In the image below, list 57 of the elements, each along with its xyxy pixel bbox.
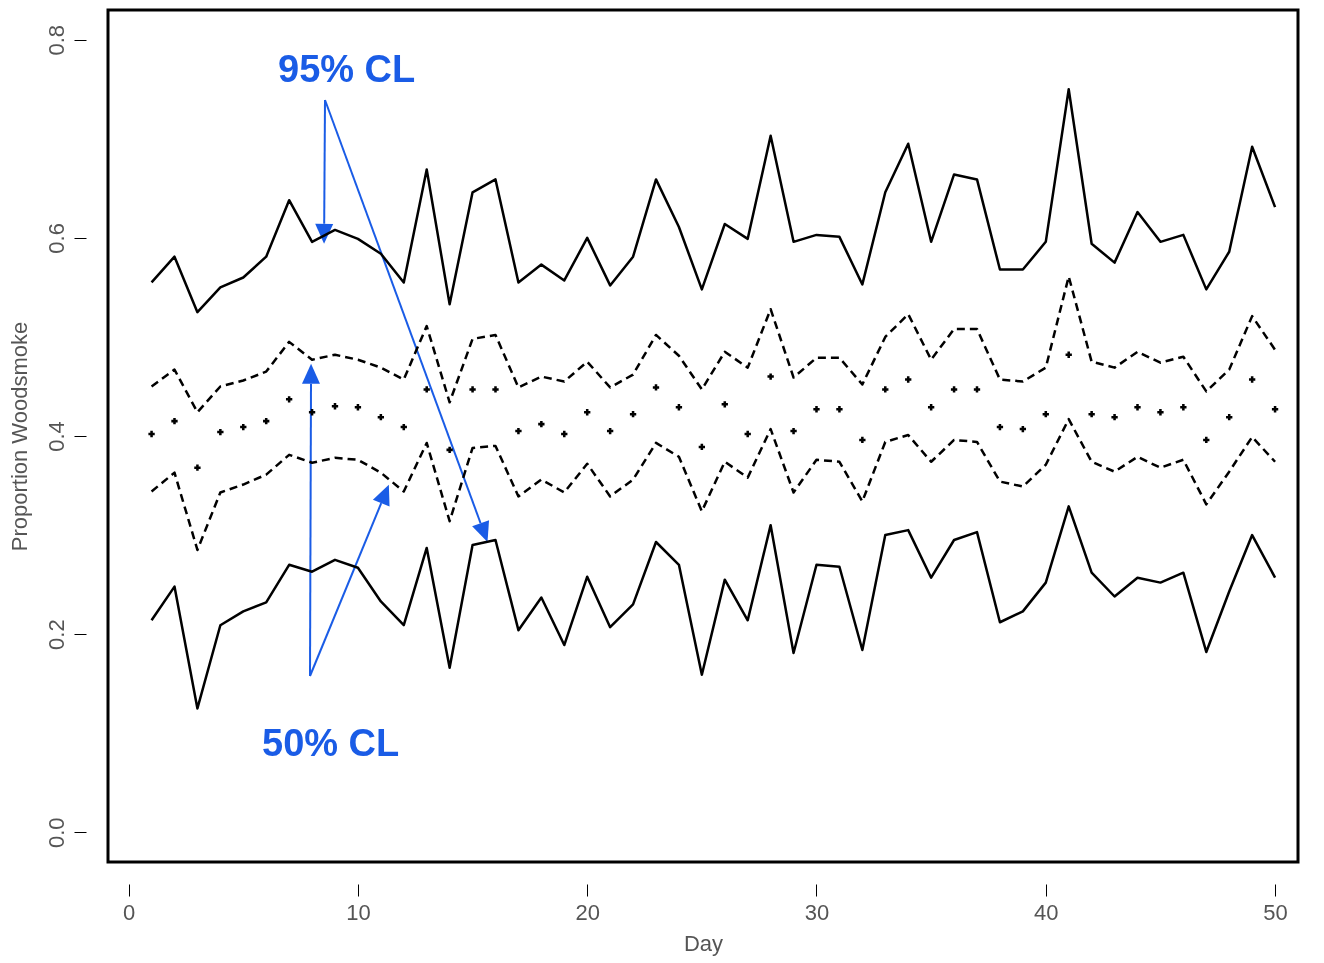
point <box>1111 414 1118 421</box>
x-tick-label: 50 <box>1263 899 1288 925</box>
line-series <box>150 88 1277 314</box>
point <box>469 386 476 393</box>
x-tick-label: 40 <box>1034 899 1059 925</box>
point <box>446 446 453 454</box>
point <box>744 430 751 438</box>
x-tick-label: 20 <box>575 899 600 925</box>
x-axis-title: Day <box>683 930 724 956</box>
point <box>1088 411 1095 418</box>
point <box>1134 404 1141 411</box>
x-tick-label: 10 <box>346 899 371 925</box>
point <box>859 436 866 444</box>
point <box>813 406 820 413</box>
point <box>538 420 545 428</box>
point <box>1065 351 1072 358</box>
point <box>927 404 935 411</box>
line-series <box>150 275 1277 414</box>
y-tick-label: 0.4 <box>43 421 69 452</box>
point <box>354 404 362 411</box>
point <box>148 430 155 438</box>
point <box>423 386 430 393</box>
point <box>217 428 224 436</box>
y-tick-label: 0.2 <box>43 619 69 650</box>
point <box>836 406 843 413</box>
point <box>652 384 660 391</box>
point <box>675 404 683 411</box>
y-tick-label: 0.0 <box>43 817 69 849</box>
point <box>1157 409 1164 416</box>
point <box>331 403 339 410</box>
point <box>515 427 522 435</box>
point <box>194 464 201 471</box>
point <box>492 386 499 393</box>
y-tick-label: 0.6 <box>43 223 69 254</box>
point <box>1248 376 1256 383</box>
point <box>1271 406 1279 413</box>
point <box>790 427 797 435</box>
point <box>1180 404 1187 411</box>
point <box>905 376 912 383</box>
point <box>950 386 958 393</box>
point <box>1203 436 1210 444</box>
point <box>285 396 293 403</box>
annotation: 95% CL <box>278 48 416 91</box>
point <box>561 430 568 438</box>
point <box>767 373 774 380</box>
x-tick-label: 30 <box>804 899 830 925</box>
point <box>882 386 889 393</box>
annotation: 50% CL <box>262 722 400 765</box>
point <box>721 401 728 408</box>
line-series <box>150 505 1277 710</box>
point <box>240 423 247 431</box>
point <box>171 417 178 425</box>
y-tick-label: 0.8 <box>43 24 69 56</box>
line-series <box>150 417 1277 552</box>
point <box>973 386 981 393</box>
x-tick-label: 0 <box>123 899 136 925</box>
y-axis-title: Proportion Woodsmoke <box>6 321 32 552</box>
